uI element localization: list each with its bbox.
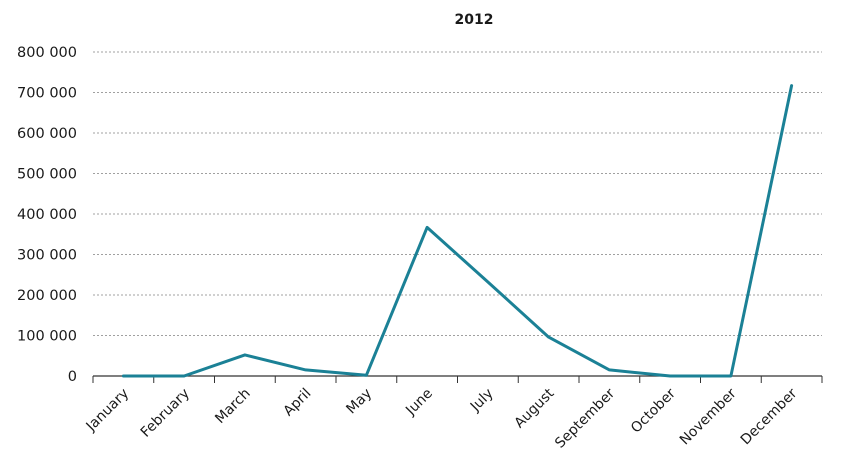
y-tick-label: 0 [68, 369, 77, 385]
x-tick-label-january: January [83, 386, 133, 436]
y-tick-label: 400 000 [17, 207, 77, 223]
data-point-june [426, 226, 429, 229]
data-point-may [365, 374, 368, 377]
y-tick-label: 500 000 [17, 167, 77, 183]
x-tick-label-june: June [402, 386, 436, 420]
data-point-august [547, 336, 550, 339]
series-line-0 [121, 84, 794, 378]
series-layer [121, 84, 794, 378]
x-tick-label-july: July [467, 386, 497, 416]
x-axis: January February March April May June July Augu… [83, 375, 823, 452]
x-tick-label-september: September [552, 385, 618, 451]
y-tick-label: 600 000 [17, 126, 77, 142]
data-point-january [122, 375, 125, 378]
data-point-october [669, 375, 672, 378]
y-axis: 0 100 000 200 000 300 000 400 000 500 000 600 … [17, 45, 77, 385]
data-point-february [183, 375, 186, 378]
y-tick-label: 300 000 [17, 248, 77, 264]
x-tick-label-december: December [738, 385, 801, 448]
x-tick-label-february: February [138, 386, 193, 441]
data-point-july [486, 281, 489, 284]
data-point-december [790, 84, 793, 87]
y-tick-label: 100 000 [17, 329, 77, 345]
x-tick-label-may: May [343, 386, 375, 418]
gridlines [93, 51, 822, 336]
data-point-march [243, 353, 246, 356]
data-point-april [304, 368, 307, 371]
x-tick-label-march: March [212, 386, 253, 427]
chart-title: 2012 [455, 12, 494, 28]
x-tick-label-october: October [628, 385, 679, 436]
x-tick-label-april: April [281, 386, 315, 420]
data-point-september [608, 368, 611, 371]
x-tick-label-august: August [511, 385, 557, 431]
data-point-november [729, 375, 732, 378]
y-tick-label: 800 000 [17, 45, 77, 61]
y-tick-label: 200 000 [17, 288, 77, 304]
y-tick-label: 700 000 [17, 86, 77, 102]
x-tick-label-november: November [677, 385, 740, 448]
